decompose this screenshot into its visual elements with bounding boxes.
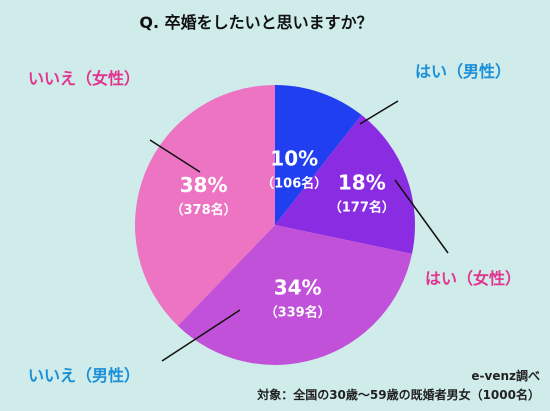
chart-title: Q. 卒婚をしたいと思いますか？ xyxy=(139,13,372,32)
slice-value-labels: 10% （106名） 18% （177名） 34% （339名） 38% （378名） xyxy=(171,146,395,320)
slice-yes-male-count: （106名） xyxy=(261,175,327,191)
slice-yes-male xyxy=(275,85,362,225)
leader-lines xyxy=(149,100,449,362)
slice-no-male-percent: 34% xyxy=(274,276,322,300)
slice-yes-female xyxy=(275,114,415,254)
slice-no-male xyxy=(177,225,413,365)
slice-no-female-label: いいえ（女性） xyxy=(28,69,140,88)
slice-no-female xyxy=(135,85,275,326)
sample-note: 対象：全国の30歳〜59歳の既婚者男女（1000名） xyxy=(256,387,540,402)
slice-yes-female-percent: 18% xyxy=(338,170,386,194)
slice-no-male-label: いいえ（男性） xyxy=(28,366,140,385)
slice-yes-female-count: （177名） xyxy=(329,199,395,215)
slice-no-male-leader-line xyxy=(161,309,241,362)
slice-no-female-percent: 38% xyxy=(180,173,228,197)
slice-category-labels: はい（男性） はい（女性） いいえ（男性） いいえ（女性） xyxy=(28,62,521,385)
slice-yes-female-leader-line xyxy=(394,179,449,254)
slice-yes-male-label: はい（男性） xyxy=(415,62,511,81)
slice-yes-male-leader-line xyxy=(359,100,399,125)
slice-no-male-count: （339名） xyxy=(265,305,331,321)
source-note: e-venz調べ xyxy=(471,368,540,383)
pie-slices xyxy=(135,85,415,365)
slice-yes-female-label: はい（女性） xyxy=(425,269,521,288)
slice-no-female-count: （378名） xyxy=(171,202,237,218)
slice-yes-male-percent: 10% xyxy=(270,146,318,170)
slice-no-female-leader-line xyxy=(149,139,201,173)
